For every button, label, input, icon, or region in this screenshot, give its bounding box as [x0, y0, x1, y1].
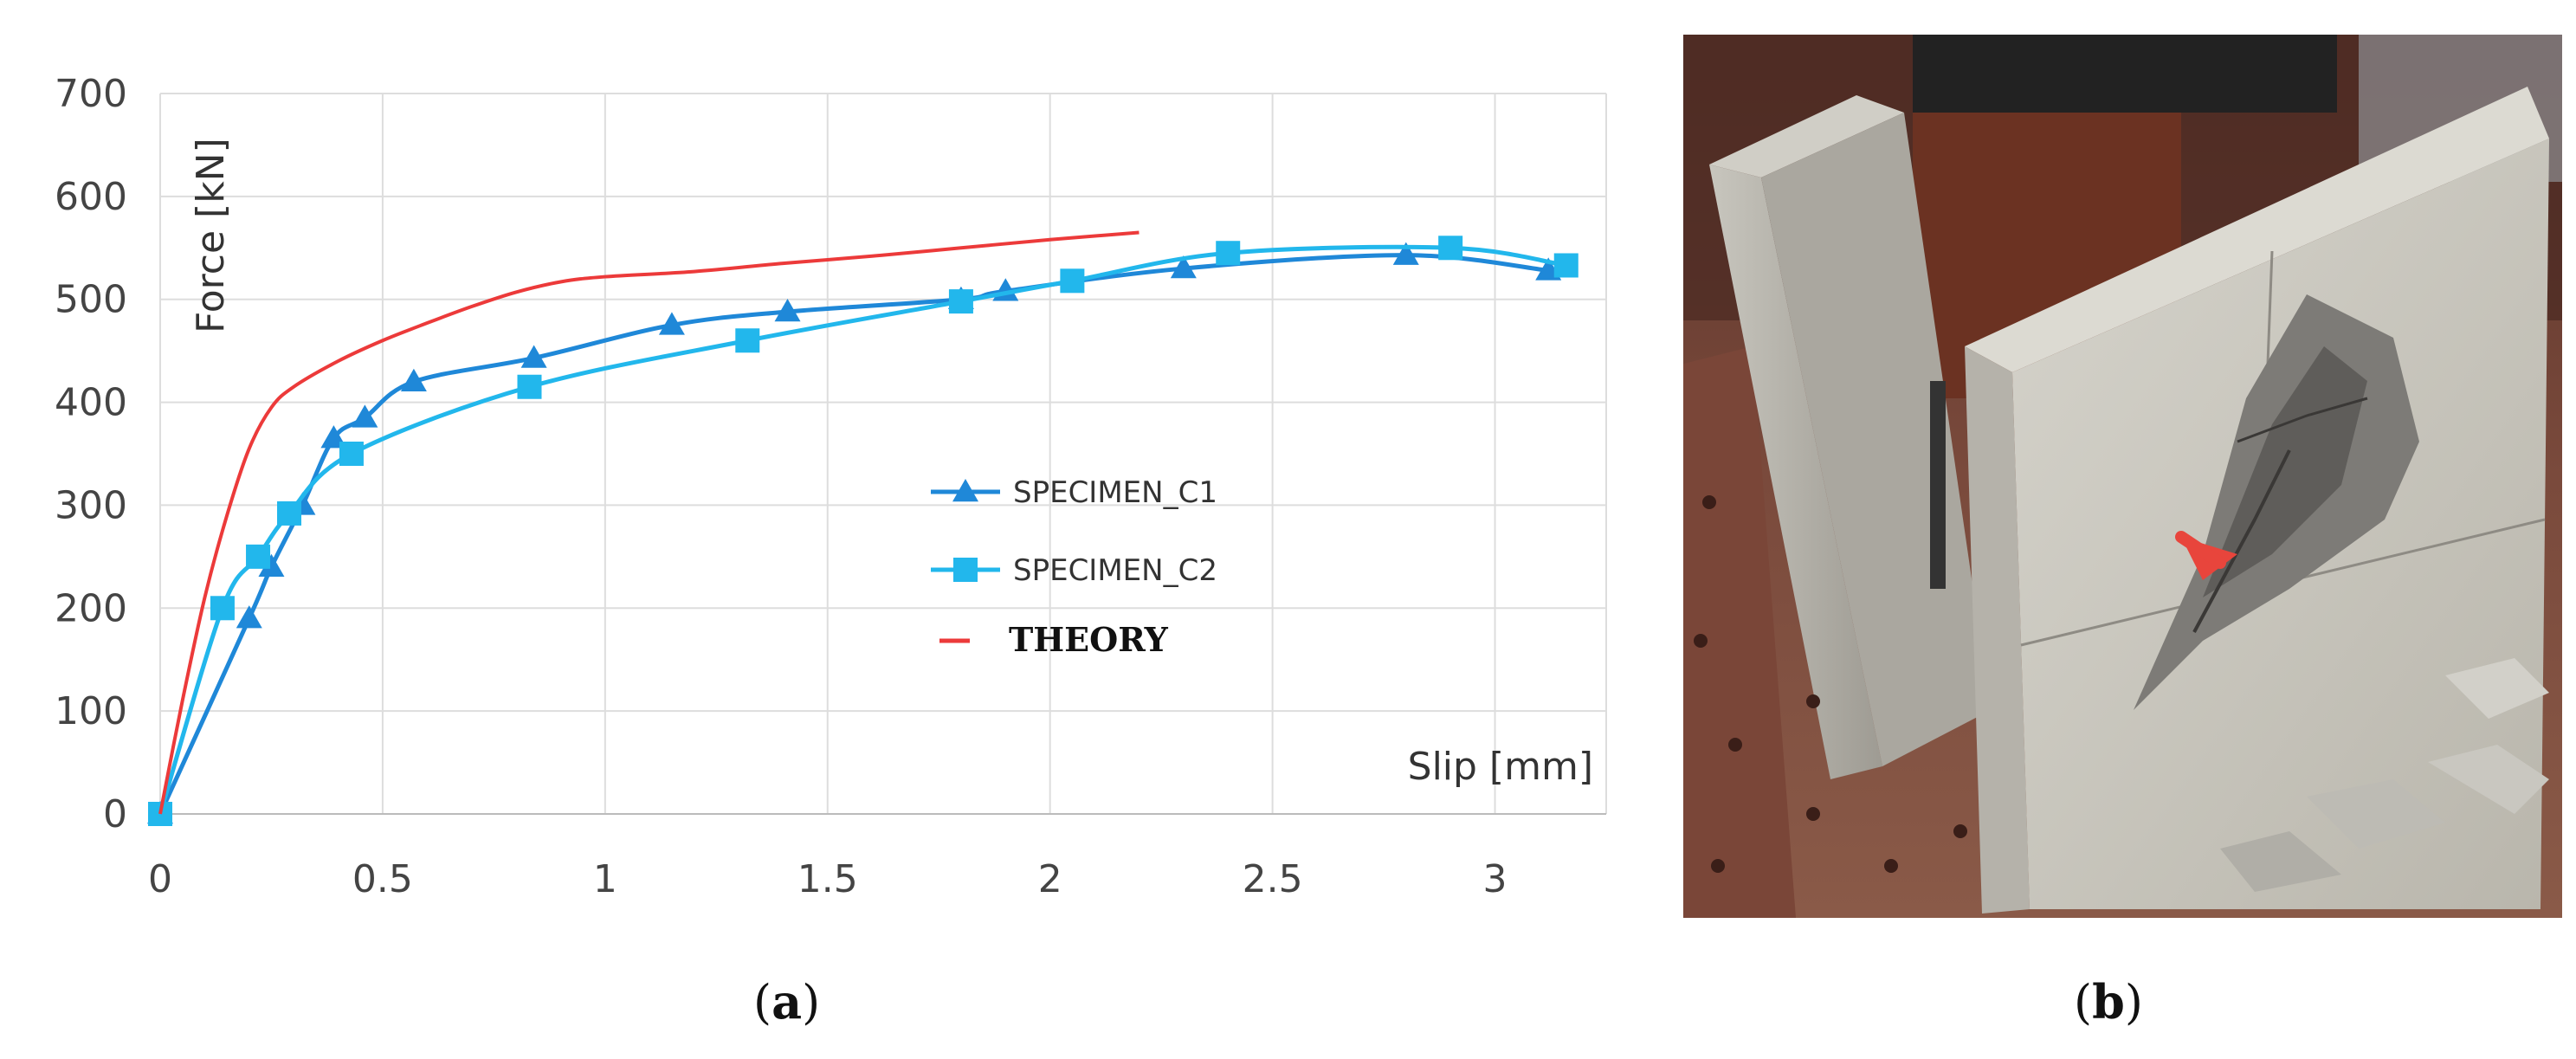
y-tick-label: 300: [55, 483, 127, 527]
data-point: [1216, 241, 1241, 266]
y-tick-label: 600: [55, 175, 127, 219]
legend-label: SPECIMEN_C1: [1013, 475, 1217, 510]
legend-item-theory: THEORY: [939, 620, 1169, 659]
data-point: [517, 374, 542, 399]
chart-series: [147, 230, 1579, 826]
data-point: [246, 544, 271, 569]
data-point: [948, 289, 973, 314]
data-point: [210, 596, 235, 621]
series-theory: [158, 230, 1140, 815]
series-line-theory: [158, 230, 1140, 815]
series-line-specimen_c2: [158, 244, 1567, 815]
data-point: [1170, 255, 1197, 279]
y-tick-label: 500: [55, 278, 127, 322]
x-tick-label: 2.5: [1243, 857, 1303, 901]
data-point: [520, 345, 547, 368]
y-tick-label: 200: [55, 586, 127, 630]
chart-legend: SPECIMEN_C1 SPECIMEN_C2 THEORY: [931, 475, 1217, 659]
x-tick-label: 1.5: [797, 857, 858, 901]
data-point: [1438, 236, 1463, 261]
x-axis-label: Slip [mm]: [1408, 745, 1593, 789]
data-point: [1392, 242, 1419, 265]
force-slip-chart: 0 100 200 300 400 500 600 700 0 0.5 1 1.5 2 2.5 3 SPEC…: [55, 72, 1607, 901]
y-tick-label: 700: [55, 72, 127, 116]
legend-item-specimen_c2: SPECIMEN_C2: [931, 553, 1217, 588]
data-point: [735, 328, 760, 353]
data-point: [1060, 268, 1085, 294]
concrete-specimen-photo: [1683, 35, 2562, 918]
x-tick-label: 0: [148, 857, 172, 901]
series-specimen_c1: [147, 242, 1562, 824]
data-point: [352, 404, 378, 428]
caption-b: (b): [2074, 974, 2143, 1030]
caption-b-letter: b: [2092, 974, 2125, 1030]
x-tick-label: 0.5: [352, 857, 413, 901]
chart-grid: [159, 93, 1607, 815]
data-point: [236, 605, 262, 629]
data-point: [658, 312, 685, 335]
x-tick-label: 3: [1483, 857, 1508, 901]
series-specimen_c2: [148, 236, 1579, 826]
data-point: [1553, 253, 1579, 278]
legend-marker: [952, 479, 978, 502]
legend-label: THEORY: [1009, 620, 1169, 659]
legend-item-specimen_c1: SPECIMEN_C1: [931, 475, 1217, 510]
y-tick-label: 100: [55, 689, 127, 733]
caption-a-letter: a: [772, 974, 803, 1030]
y-tick-label: 400: [55, 381, 127, 425]
data-point: [400, 368, 427, 392]
x-tick-label: 2: [1038, 857, 1062, 901]
series-line-specimen_c1: [158, 253, 1549, 816]
legend-marker: [953, 558, 978, 582]
caption-a: (a): [753, 974, 821, 1030]
y-tick-label: 0: [103, 792, 127, 836]
data-point: [774, 298, 801, 322]
chart-axes: 0 100 200 300 400 500 600 700 0 0.5 1 1.5 2 2.5 3: [55, 72, 1606, 901]
data-point: [339, 442, 364, 466]
data-point: [277, 500, 302, 526]
data-point: [258, 553, 285, 577]
y-axis-label: Force [kN]: [189, 138, 233, 333]
x-tick-label: 1: [593, 857, 617, 901]
legend-label: SPECIMEN_C2: [1013, 553, 1217, 588]
